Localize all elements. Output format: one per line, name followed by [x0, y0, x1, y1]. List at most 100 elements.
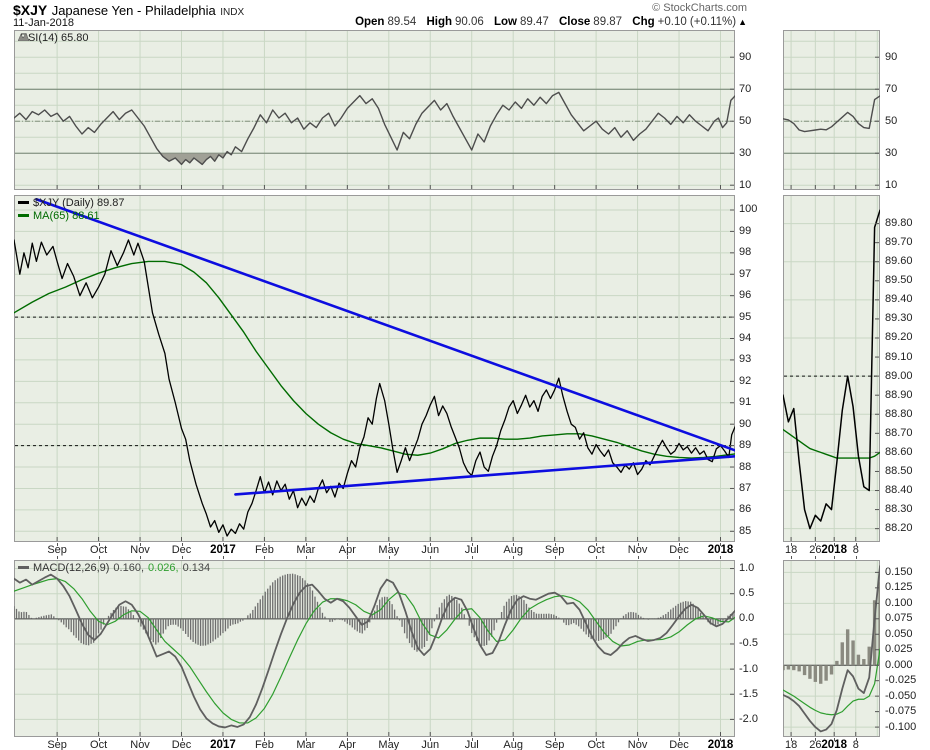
x-axis-tickmark [596, 556, 598, 559]
y-axis-tick-label: 70 [739, 82, 752, 95]
x-axis-tickmark [430, 556, 432, 559]
y-axis-tick-label: 50 [885, 114, 898, 127]
y-axis-tick-label: 96 [739, 289, 752, 302]
x-axis-tick-label: 26 [809, 544, 822, 556]
y-axis-tick-label: 88.20 [885, 522, 913, 535]
rsi-mini-plot [783, 30, 880, 190]
x-axis-tickmark [855, 556, 857, 559]
y-axis-tick-label: 0.125 [885, 581, 913, 594]
macd-mini-panel [783, 560, 880, 737]
x-axis-tickmark [305, 543, 307, 546]
x-axis-tickmark [834, 738, 836, 741]
x-axis-tickmark [388, 543, 390, 546]
x-axis-tickmark [222, 738, 224, 741]
y-axis-tick-label: 90 [739, 50, 752, 63]
x-axis-tickmark [513, 543, 515, 546]
y-axis-tick-label: 88.50 [885, 464, 913, 477]
x-axis-tickmark [679, 738, 681, 741]
y-axis-tick-label: 90 [885, 50, 898, 63]
y-axis-tick-label: 85 [739, 524, 752, 537]
x-axis-tick-label: Aug [503, 544, 523, 556]
x-axis-tick-label: Jul [464, 739, 479, 750]
price-panel: $XJY (Daily) 89.87 MA(65) 88.61 [14, 195, 735, 542]
x-axis-tick-label: Nov [130, 739, 150, 750]
y-axis-tick-label: -1.5 [739, 687, 758, 700]
y-axis-tick-label: 88.80 [885, 407, 913, 420]
close-label: Close [558, 16, 591, 28]
y-axis-tick-label: 100 [739, 203, 758, 216]
y-axis-tick-label: 0.075 [885, 612, 913, 625]
x-axis-tickmark [181, 543, 183, 546]
y-axis-tick-label: -0.025 [885, 674, 917, 687]
x-axis-tickmark [596, 738, 598, 741]
y-axis-tick-label: 89.40 [885, 293, 913, 306]
x-axis-tick-label: May [378, 739, 400, 750]
high-value: 90.06 [455, 16, 484, 28]
y-axis-tick-label: 89.30 [885, 312, 913, 325]
x-axis-tickmark [855, 543, 857, 546]
x-axis-tick-label: Jun [421, 739, 440, 750]
x-axis-tickmark [791, 543, 793, 546]
y-axis-tick-label: -0.100 [885, 720, 917, 733]
x-axis-tick-label: Jun [421, 544, 440, 556]
x-axis-tick-label: Nov [627, 544, 648, 556]
chart-title: $XJY Japanese Yen - Philadelphia INDX [13, 2, 244, 20]
x-axis-tickmark [264, 556, 266, 559]
y-axis-tick-label: -0.075 [885, 705, 917, 718]
x-axis-tick-label: Feb [254, 739, 274, 750]
x-axis-tick-label: Feb [254, 544, 274, 556]
price-legend-ma-row: MA(65) 88.61 [18, 210, 125, 223]
open-label: Open [355, 16, 385, 28]
x-axis-tickmark [471, 738, 473, 741]
x-axis-tick-label: Apr [338, 739, 356, 750]
price-main-plot [14, 195, 735, 542]
x-axis-tickmark [264, 738, 266, 741]
macd-value: 0.160, [113, 562, 145, 574]
x-axis-tickmark [98, 543, 100, 546]
x-axis-tickmark [181, 556, 183, 559]
y-axis-tick-label: 89 [739, 439, 752, 452]
y-axis-tick-label: 10 [739, 178, 752, 191]
stockcharts-credit: © StockCharts.com [652, 2, 747, 14]
rsi-legend-text: RSI(14) 65.80 [20, 32, 89, 44]
change-value: +0.10 (+0.11%) [657, 16, 737, 28]
x-axis-tick-label: 2018 [707, 739, 734, 750]
x-axis-tickmark [815, 543, 817, 546]
y-axis-tick-label: 89.80 [885, 217, 913, 230]
x-axis-tickmark [305, 738, 307, 741]
x-axis-tickmark [554, 556, 556, 559]
y-axis-tick-label: 98 [739, 246, 752, 259]
x-axis-tickmark [57, 543, 59, 546]
price-legend: $XJY (Daily) 89.87 MA(65) 88.61 [18, 197, 125, 223]
x-axis-tickmark [471, 543, 473, 546]
y-axis-tick-label: 0.100 [885, 596, 913, 609]
x-axis-tickmark [720, 543, 722, 546]
x-axis-tick-label: Sep [47, 544, 67, 556]
x-axis-tick-label: 26 [809, 739, 822, 750]
x-axis-tickmark [347, 556, 349, 559]
x-axis-tickmark [57, 738, 59, 741]
x-axis-tickmark [305, 556, 307, 559]
price-mini-panel [783, 195, 880, 542]
y-axis-tick-label: 70 [885, 82, 898, 95]
x-axis-tickmark [679, 556, 681, 559]
y-axis-tick-label: 92 [739, 374, 752, 387]
x-axis-tickmark [430, 543, 432, 546]
x-axis-tick-label: Dec [171, 739, 192, 750]
x-axis-tick-label: 2018 [821, 739, 847, 750]
x-axis-tick-label: 2018 [707, 544, 734, 556]
high-label: High [426, 16, 452, 28]
x-axis-tick-label: Oct [90, 739, 108, 750]
x-axis-tickmark [720, 738, 722, 741]
x-axis-tickmark [388, 738, 390, 741]
y-axis-tick-label: 30 [885, 146, 898, 159]
x-axis-tick-label: Nov [130, 544, 150, 556]
x-axis-tickmark [815, 738, 817, 741]
x-axis-tickmark [140, 543, 142, 546]
rsi-mini-panel [783, 30, 880, 190]
macd-mini-plot [783, 560, 880, 737]
y-axis-tick-label: 0.5 [739, 587, 755, 600]
y-axis-tick-label: 0.025 [885, 643, 913, 656]
macd-legend-label: MACD(12,26,9) [33, 562, 110, 574]
